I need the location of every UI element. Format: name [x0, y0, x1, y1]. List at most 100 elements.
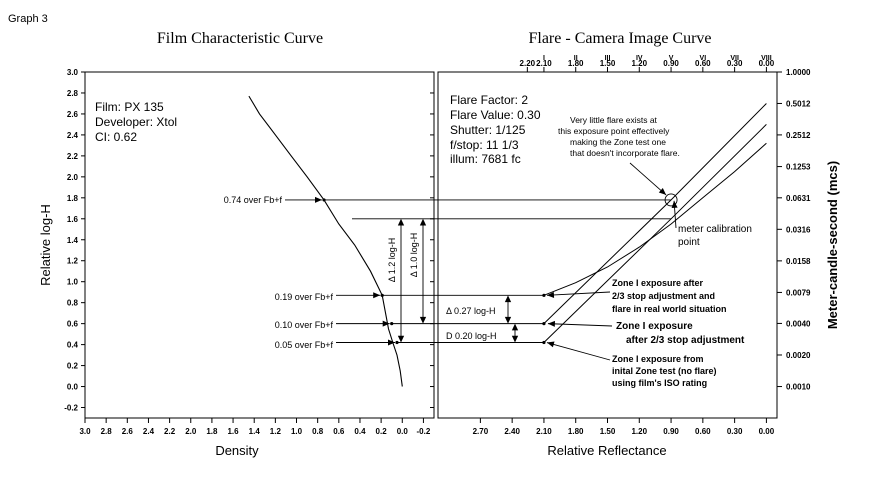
left-y-axis: 3.0 2.8 2.6 2.4 2.2 2.0 1.8 1.6 1.4 1.2 1.0 0.8 0.6 0… — [64, 68, 434, 413]
arrow-0-74-head — [315, 196, 322, 203]
delta-1-0-label: Δ 1.0 log-H — [409, 233, 419, 278]
zone-label: II — [574, 55, 578, 62]
dim-0-20-head-top — [511, 323, 519, 331]
x-tick-label: 3.0 — [79, 427, 91, 436]
meter-calibration-line: point — [678, 237, 700, 248]
flare-note-line: this exposure point effectively — [558, 126, 670, 136]
x-tick-label: 0.0 — [397, 427, 409, 436]
illum-info: illum: 7681 fc — [450, 152, 521, 166]
zone1-exposure-line: after 2/3 stop adjustment — [626, 335, 745, 346]
right-y-axis-label: Meter-candle-second (mcs) — [825, 161, 840, 329]
x-tick-label: 1.0 — [291, 427, 303, 436]
delta-1-2-label: Δ 1.2 log-H — [387, 238, 397, 283]
zone1-initial-line: inital Zone test (no flare) — [612, 366, 717, 376]
top-value-label: 2.10 — [536, 59, 552, 68]
right-bottom-axis: 2.70 2.40 2.10 1.80 1.50 1.20 0.90 0.60 0.30 0.00 — [473, 418, 775, 436]
x-tick-label: 2.10 — [536, 427, 552, 436]
dim-0-27-head-bottom — [504, 316, 512, 324]
x-tick-label: 1.20 — [631, 427, 647, 436]
top-value-label: 1.20 — [631, 59, 647, 68]
mcs-tick-label: 0.0010 — [786, 383, 811, 392]
zone1-exposure-note: Zone I exposure after 2/3 stop adjustmen… — [616, 321, 745, 346]
x-tick-label: 1.6 — [227, 427, 239, 436]
arrow-0-19-head — [373, 292, 381, 299]
delta-0-27-label: Δ 0.27 log-H — [446, 306, 496, 316]
y-tick-label: 0.0 — [67, 383, 79, 392]
annotation-label-2: 0.10 over Fb+f — [275, 320, 334, 330]
y-tick-label: 3.0 — [67, 68, 79, 77]
dim-1-0-head-top — [419, 218, 427, 226]
x-tick-label: 2.0 — [185, 427, 197, 436]
mcs-tick-label: 0.1253 — [786, 163, 811, 172]
dim-0-20-head-bottom — [511, 335, 519, 343]
left-chart-title: Film Characteristic Curve — [157, 30, 323, 47]
zone1-exposure-line: Zone I exposure — [616, 321, 693, 332]
dim-1-0-head-bottom — [419, 316, 427, 324]
annotation-label-1: 0.19 over Fb+f — [275, 292, 334, 302]
mcs-tick-label: 0.0079 — [786, 288, 811, 297]
zone1-adjusted-arrow-shaft — [546, 291, 611, 296]
x-tick-label: 2.2 — [164, 427, 176, 436]
camera-image-curves — [542, 103, 767, 345]
zone1-initial-arrow-shaft — [546, 342, 611, 361]
mcs-tick-label: 0.2512 — [786, 131, 811, 140]
guide-lines — [285, 162, 678, 361]
x-tick-label: 0.2 — [376, 427, 388, 436]
x-tick-label: 0.00 — [759, 427, 775, 436]
y-tick-label: 1.0 — [67, 278, 79, 287]
x-tick-label: 1.80 — [568, 427, 584, 436]
right-mcs-axis: 1.0000 0.5012 0.2512 0.1253 0.0631 0.0316 0.01… — [777, 68, 811, 392]
arrow-0-10-head — [382, 320, 390, 327]
x-tick-label: 2.6 — [122, 427, 134, 436]
y-tick-label: 2.4 — [67, 131, 79, 140]
mcs-tick-label: 0.0316 — [786, 225, 811, 234]
flare-value-info: Flare Value: 0.30 — [450, 108, 541, 122]
flare-factor-info: Flare Factor: 2 — [450, 93, 528, 107]
mcs-tick-label: 0.0158 — [786, 257, 811, 266]
top-value-label: 2.20 — [520, 59, 536, 68]
mcs-tick-label: 0.0631 — [786, 194, 811, 203]
zone-label: IV — [636, 55, 643, 62]
x-tick-label: 0.6 — [333, 427, 345, 436]
zone-label: VII — [730, 55, 739, 62]
mcs-tick-label: 0.0020 — [786, 351, 811, 360]
y-tick-label: 2.8 — [67, 89, 79, 98]
zone1-initial-line: using film's ISO rating — [612, 378, 707, 388]
top-value-label: 0.60 — [695, 59, 711, 68]
y-tick-label: 0.4 — [67, 341, 79, 350]
meter-calibration-line: meter calibration — [678, 224, 752, 235]
x-tick-label: 0.90 — [663, 427, 679, 436]
left-x-axis-label: Density — [215, 443, 259, 458]
x-tick-label: 2.4 — [143, 427, 155, 436]
dimension-labels: Δ 1.2 log-H Δ 1.0 log-H Δ 0.27 log-H D 0… — [387, 233, 497, 341]
flare-note-line: that doesn't incorporate flare. — [570, 148, 680, 158]
flare-note-arrow-shaft — [629, 162, 667, 196]
flare-note-arrow-head — [658, 188, 667, 195]
d-0-20-label: D 0.20 log-H — [446, 331, 497, 341]
y-tick-label: 2.0 — [67, 173, 79, 182]
y-tick-label: 1.6 — [67, 215, 79, 224]
developer-info: Developer: Xtol — [95, 115, 177, 129]
dim-1-2-head-bottom — [397, 335, 405, 343]
y-tick-label: 0.8 — [67, 299, 79, 308]
zone1-adjusted-line: flare in real world situation — [612, 304, 727, 314]
shutter-info: Shutter: 1/125 — [450, 123, 526, 137]
left-plot-frame — [84, 71, 435, 419]
y-tick-label: 1.8 — [67, 194, 79, 203]
meter-calibration-note: meter calibration point — [678, 224, 752, 248]
y-tick-label: 2.2 — [67, 152, 79, 161]
top-value-label: 0.00 — [759, 59, 775, 68]
x-tick-label: 0.8 — [312, 427, 324, 436]
zone1-exposure-arrow-head — [547, 320, 555, 327]
left-x-axis: 3.0 2.8 2.6 2.4 2.2 2.0 1.8 1.6 1.4 1.2 1.0 0.8 0.6 0… — [79, 418, 431, 436]
ci-info: CI: 0.62 — [95, 130, 137, 144]
flare-note-line: making the Zone test one — [570, 137, 666, 147]
right-chart-title: Flare - Camera Image Curve — [528, 30, 711, 47]
zone-label: V — [669, 55, 674, 62]
zone1-adjusted-note: Zone I exposure after 2/3 stop adjustmen… — [612, 278, 727, 314]
right-info-box: Flare Factor: 2 Flare Value: 0.30 Shutte… — [450, 93, 541, 166]
right-x-axis-label: Relative Reflectance — [547, 443, 666, 458]
zone-label: VIII — [761, 55, 772, 62]
flare-point-circle — [664, 193, 678, 207]
